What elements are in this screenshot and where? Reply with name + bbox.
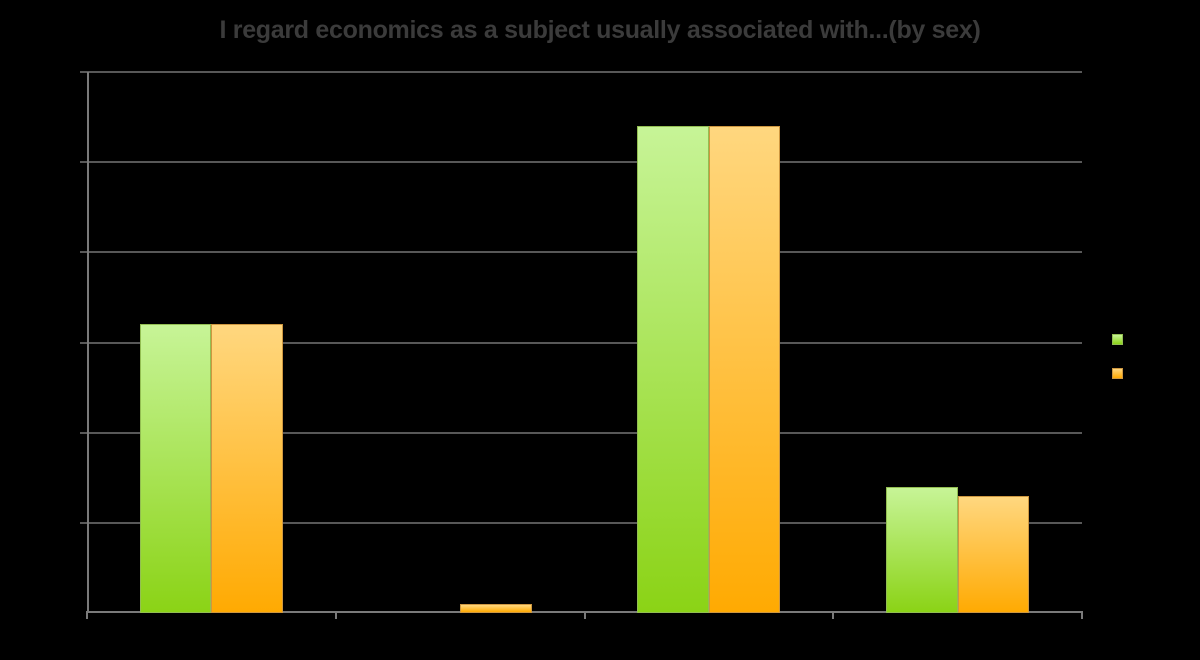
- bar-green-series-cat4: [886, 486, 958, 613]
- x-axis-tick: [832, 613, 835, 619]
- gridline: [80, 431, 1082, 434]
- gridline: [80, 341, 1082, 344]
- bar-orange-series-cat1: [211, 324, 283, 613]
- bar-orange-series-cat4: [957, 495, 1030, 613]
- gridline: [80, 251, 1082, 254]
- bar-green-series-cat3: [637, 126, 709, 613]
- x-axis-tick: [334, 613, 337, 619]
- bar-orange-series-cat2: [460, 603, 532, 613]
- gridline: [80, 71, 1082, 73]
- x-axis-tick: [86, 613, 88, 619]
- chart-title: I regard economics as a subject usually …: [219, 16, 981, 44]
- legend-swatch-green-series: [1112, 334, 1123, 345]
- x-axis-tick: [1081, 613, 1083, 619]
- legend-swatch-orange-series: [1112, 368, 1123, 379]
- gridline: [80, 161, 1082, 164]
- bar-orange-series-cat3: [708, 126, 781, 613]
- x-axis-line: [86, 611, 1083, 613]
- bar-green-series-cat1: [139, 324, 212, 613]
- x-axis-tick: [583, 613, 586, 619]
- plot-area: [80, 71, 1083, 619]
- y-axis-line: [87, 72, 89, 613]
- gridline: [80, 521, 1082, 524]
